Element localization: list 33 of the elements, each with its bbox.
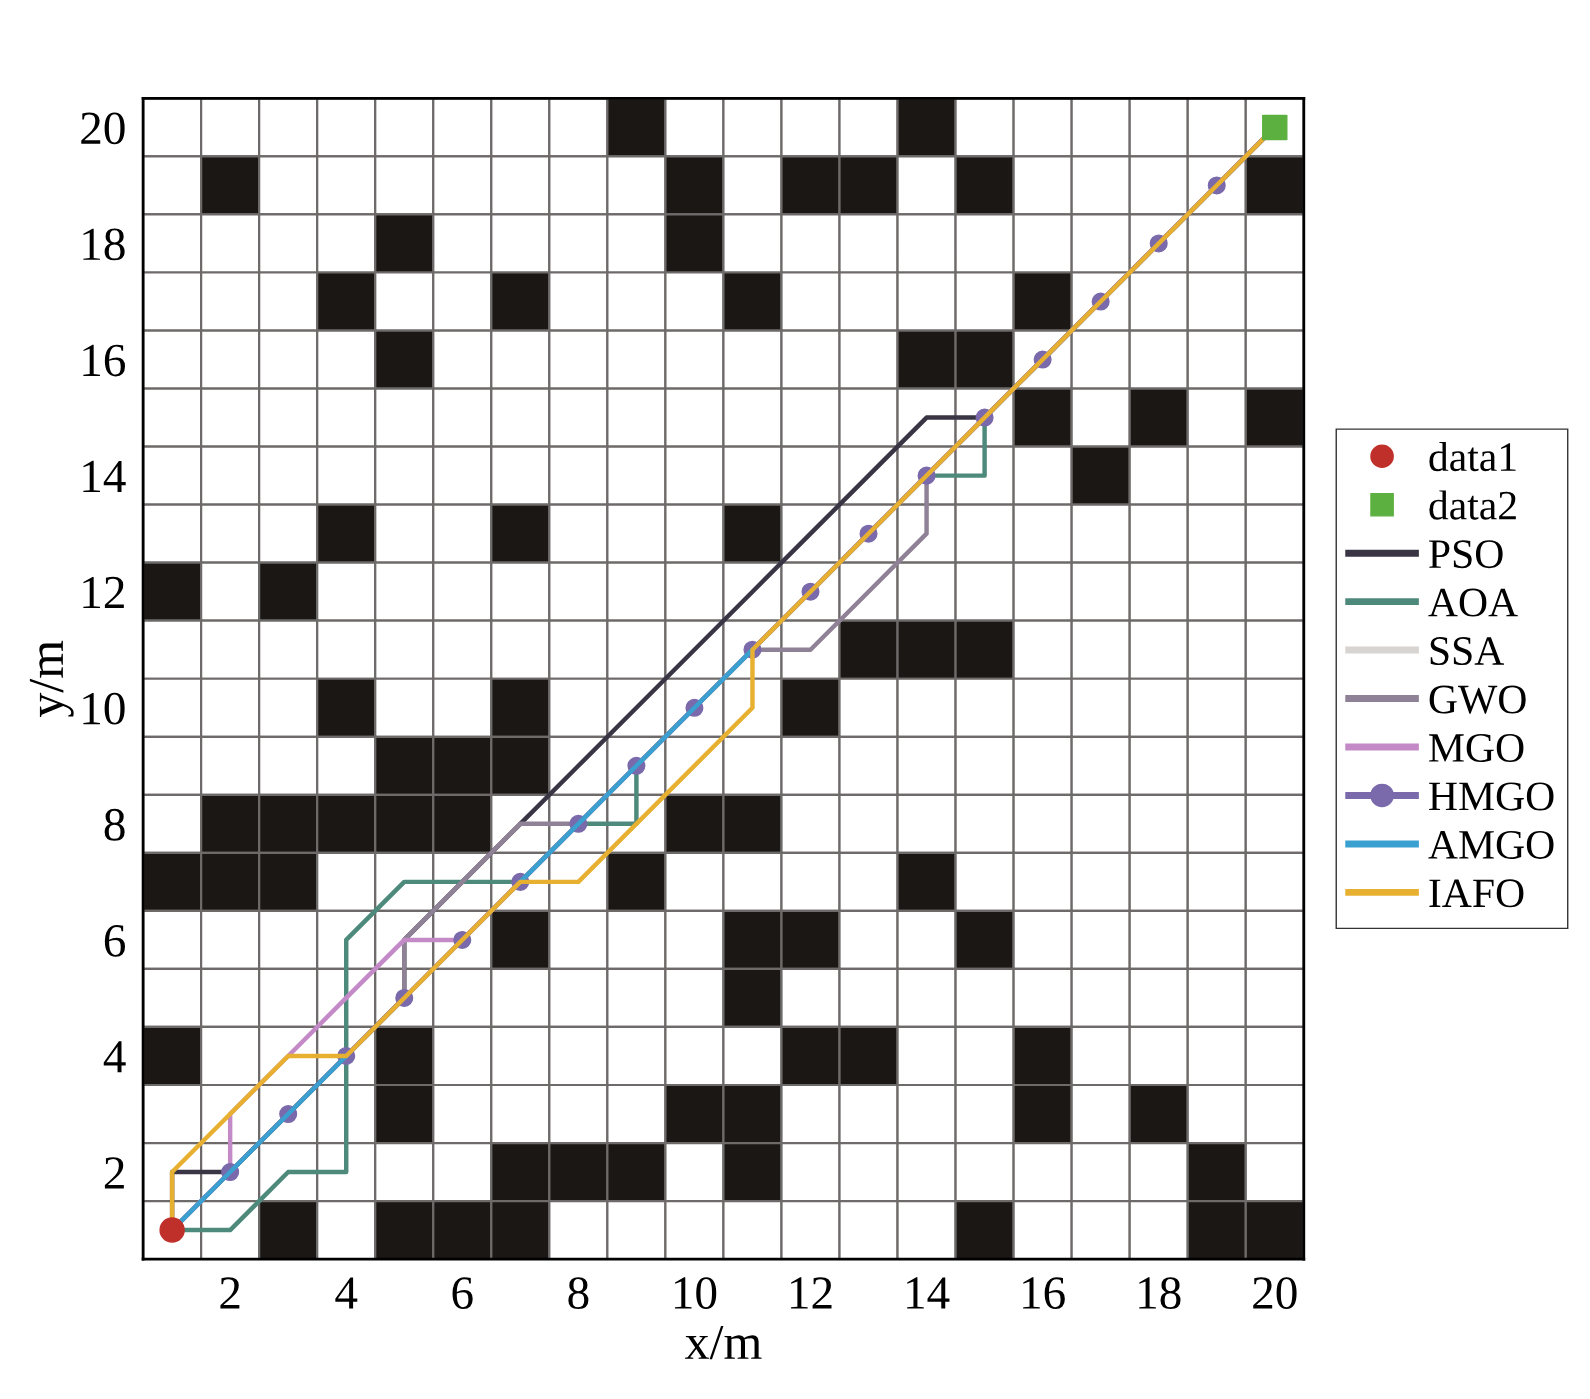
y-tick-label: 14 — [83, 460, 126, 493]
x-tick-label: 12 — [791, 1277, 832, 1309]
y-tick-label: 8 — [104, 808, 125, 841]
x-tick-label: 20 — [1253, 1277, 1297, 1309]
legend-label: GWO — [1429, 685, 1526, 714]
legend-label: MGO — [1429, 733, 1524, 762]
x-tick-label: 14 — [907, 1277, 950, 1309]
y-tick-label: 12 — [83, 576, 124, 609]
x-tick-label: 4 — [335, 1277, 358, 1309]
y-tick-label: 4 — [103, 1041, 126, 1073]
y-tick-label: 16 — [83, 344, 126, 377]
legend-label: PSO — [1429, 540, 1503, 569]
point — [159, 1217, 185, 1243]
y-tick-label: 2 — [104, 1157, 124, 1189]
x-tick-label: 10 — [674, 1277, 717, 1309]
legend-label: data1 — [1429, 441, 1516, 472]
x-tick-label: 8 — [568, 1277, 589, 1309]
y-tick-label: 18 — [83, 228, 125, 261]
y-tick-label: 10 — [83, 692, 125, 725]
x-tick-label: 2 — [220, 1277, 240, 1309]
legend-label: data2 — [1429, 490, 1516, 520]
legend-label: IAFO — [1429, 879, 1524, 908]
x-tick-label: 18 — [1139, 1277, 1181, 1309]
x-axis-title: x/m — [685, 1325, 762, 1360]
legend-label: HMGO — [1429, 782, 1554, 811]
legend-label: AMGO — [1428, 830, 1554, 859]
x-tick-label: 6 — [452, 1277, 473, 1309]
legend-label: AOA — [1428, 588, 1518, 617]
x-tick-label: 16 — [1023, 1277, 1065, 1309]
legend-label: SSA — [1430, 637, 1505, 666]
y-tick-label: 20 — [81, 112, 125, 145]
y-tick-label: 6 — [104, 925, 126, 957]
y-axis-title: y/m — [29, 640, 74, 718]
